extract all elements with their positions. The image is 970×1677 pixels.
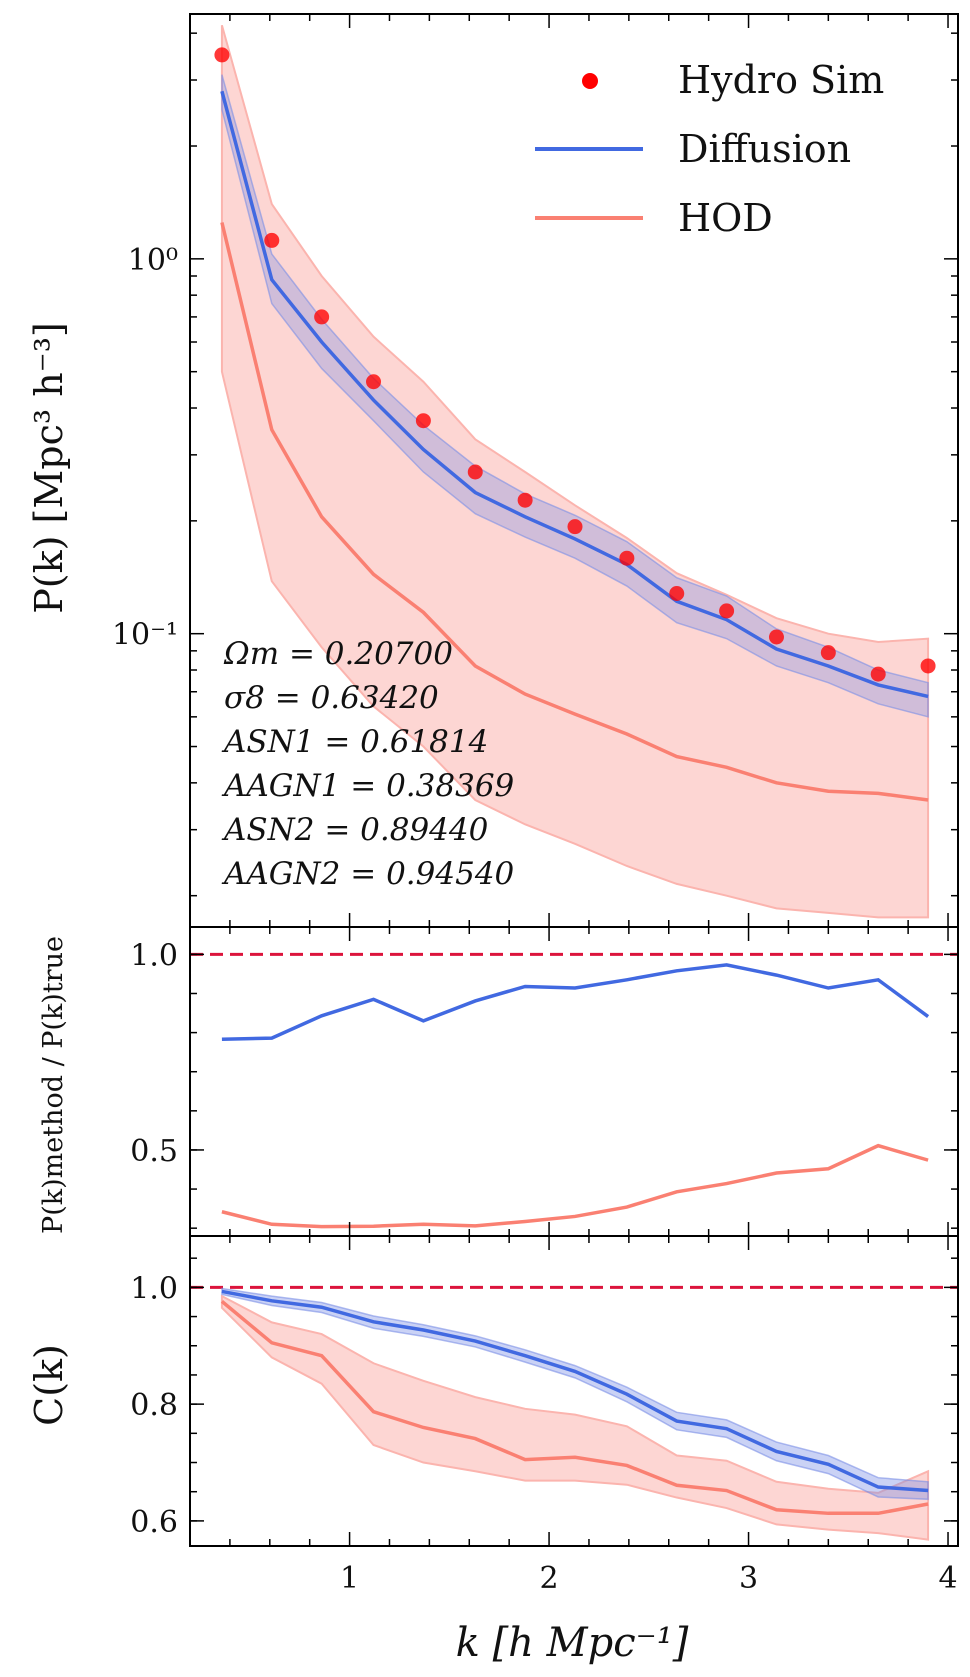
hydro-sim-point <box>870 666 886 682</box>
annotation-a-sn2: ASN2 = 0.89440 <box>221 812 488 848</box>
ratio-hod-line <box>221 1143 929 1229</box>
x-tick-label: 1 <box>340 1561 359 1596</box>
hydro-sim-point <box>768 629 784 645</box>
y-axis-title-ratio: P(k)method / P(k)true <box>38 936 69 1234</box>
correlation-hod-band <box>220 1294 930 1541</box>
hydro-sim-point <box>517 492 533 508</box>
ratio-diffusion-line <box>221 963 930 1042</box>
annotation-a-sn1: ASN1 = 0.61814 <box>221 724 488 760</box>
y-axis-title-power: P(k) [Mpc³ h⁻³] <box>27 322 71 614</box>
top-ytick-label: 10⁻¹ <box>112 618 178 653</box>
hydro-sim-point <box>820 645 836 661</box>
correlation-diffusion-line <box>221 1289 929 1493</box>
hydro-sim-point <box>920 658 936 674</box>
hydro-sim-point <box>214 47 230 63</box>
mid-panel-frame <box>189 926 959 1237</box>
hydro-sim-point <box>719 603 735 619</box>
annotation-omega-m: Ωm = 0.20700 <box>223 636 453 672</box>
hydro-sim-point <box>314 309 330 325</box>
hod-line <box>220 222 929 802</box>
correlation-panel: 0.6 0.8 1.0 1 2 3 4 <box>130 1235 959 1596</box>
ratio-panel: 0.5 1.0 <box>130 926 959 1237</box>
hydro-sim-point <box>669 585 685 601</box>
x-tick-label: 2 <box>540 1561 559 1596</box>
legend-label-hydro: Hydro Sim <box>678 58 884 102</box>
hydro-sim-point <box>567 519 583 535</box>
annotation-a-agn2: AAGN2 = 0.94540 <box>221 856 514 892</box>
legend-label-hod: HOD <box>678 196 773 240</box>
hydro-sim-point <box>619 550 635 566</box>
correlation-diffusion-band <box>221 1287 929 1501</box>
bot-ytick-label: 0.6 <box>130 1505 178 1540</box>
mid-ytick-label: 1.0 <box>130 938 178 973</box>
bot-panel-frame <box>189 1235 959 1547</box>
hydro-sim-point <box>415 413 431 429</box>
legend: Hydro Sim Diffusion HOD <box>535 58 884 240</box>
legend-label-diffusion: Diffusion <box>678 127 851 171</box>
x-axis-title: k [h Mpc⁻¹] <box>456 1620 689 1666</box>
bot-ytick-label: 1.0 <box>130 1271 178 1306</box>
x-tick-label: 3 <box>739 1561 758 1596</box>
annotation-a-agn1: AAGN1 = 0.38369 <box>221 768 514 804</box>
bot-ytick-label: 0.8 <box>130 1388 178 1423</box>
annotation-sigma8: σ8 = 0.63420 <box>224 680 439 716</box>
legend-marker-hydro <box>582 73 598 89</box>
hydro-sim-point <box>366 374 382 390</box>
mid-ytick-label: 0.5 <box>130 1134 178 1169</box>
hydro-sim-point <box>264 232 280 248</box>
top-ytick-label: 10⁰ <box>128 243 178 278</box>
parameter-annotation: Ωm = 0.20700 σ8 = 0.63420 ASN1 = 0.61814… <box>221 636 514 892</box>
hod-band <box>220 24 930 919</box>
hydro-sim-point <box>467 464 483 480</box>
x-tick-label: 4 <box>938 1561 957 1596</box>
y-axis-title-correlation: C(k) <box>27 1344 71 1426</box>
correlation-hod-line <box>220 1300 929 1516</box>
diffusion-line <box>220 90 929 699</box>
